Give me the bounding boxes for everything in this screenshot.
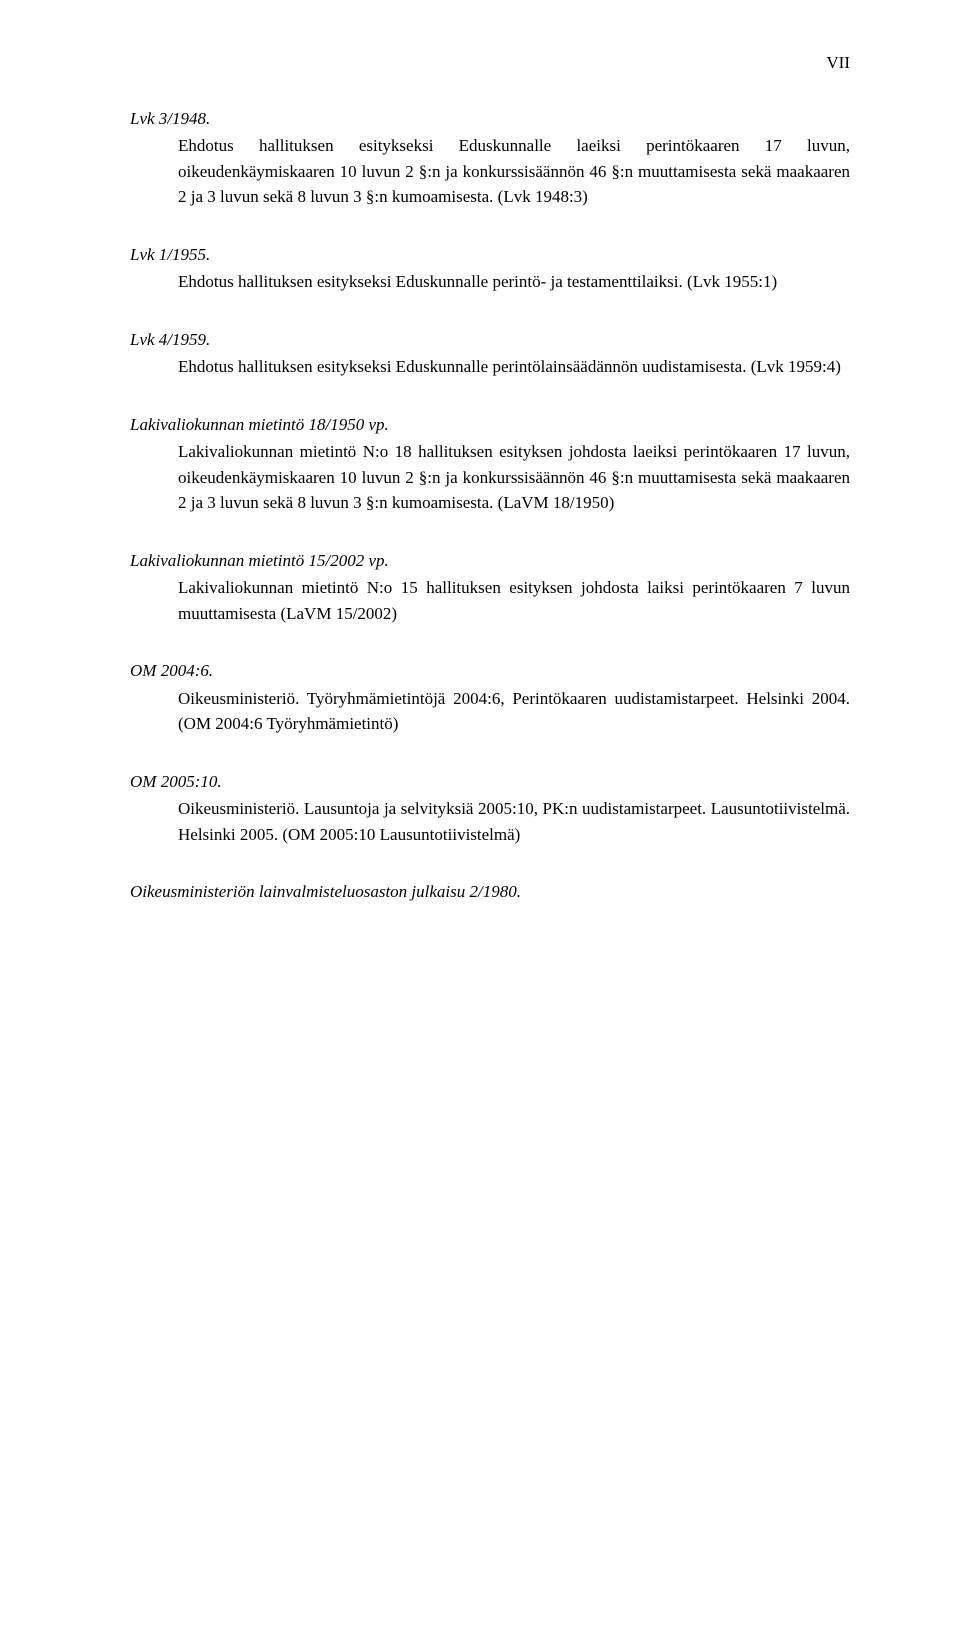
entry-body: Ehdotus hallituksen esitykseksi Eduskunn… xyxy=(130,354,850,380)
entry-body: Oikeusministeriö. Lausuntoja ja selvityk… xyxy=(130,796,850,847)
reference-entry: Lakivaliokunnan mietintö 18/1950 vp. Lak… xyxy=(130,412,850,516)
reference-entry: Lvk 3/1948. Ehdotus hallituksen esitykse… xyxy=(130,106,850,210)
reference-entry: OM 2004:6. Oikeusministeriö. Työryhmämie… xyxy=(130,658,850,737)
final-reference-title: Oikeusministeriön lainvalmisteluosaston … xyxy=(130,879,850,905)
reference-entry: Lvk 4/1959. Ehdotus hallituksen esitykse… xyxy=(130,327,850,380)
page-number: VII xyxy=(130,50,850,76)
entry-title: Lvk 4/1959. xyxy=(130,327,850,353)
reference-entry: Lvk 1/1955. Ehdotus hallituksen esitykse… xyxy=(130,242,850,295)
entry-title: Lvk 1/1955. xyxy=(130,242,850,268)
entry-body: Oikeusministeriö. Työryhmämietintöjä 200… xyxy=(130,686,850,737)
entry-title: OM 2004:6. xyxy=(130,658,850,684)
entry-body: Ehdotus hallituksen esitykseksi Eduskunn… xyxy=(130,269,850,295)
entry-body: Ehdotus hallituksen esitykseksi Eduskunn… xyxy=(130,133,850,210)
entry-body: Lakivaliokunnan mietintö N:o 15 hallituk… xyxy=(130,575,850,626)
entry-title: Lvk 3/1948. xyxy=(130,106,850,132)
entry-title: Lakivaliokunnan mietintö 15/2002 vp. xyxy=(130,548,850,574)
entry-body: Lakivaliokunnan mietintö N:o 18 hallituk… xyxy=(130,439,850,516)
reference-entry: Lakivaliokunnan mietintö 15/2002 vp. Lak… xyxy=(130,548,850,627)
entry-title: Lakivaliokunnan mietintö 18/1950 vp. xyxy=(130,412,850,438)
entry-title: OM 2005:10. xyxy=(130,769,850,795)
reference-entry: OM 2005:10. Oikeusministeriö. Lausuntoja… xyxy=(130,769,850,848)
